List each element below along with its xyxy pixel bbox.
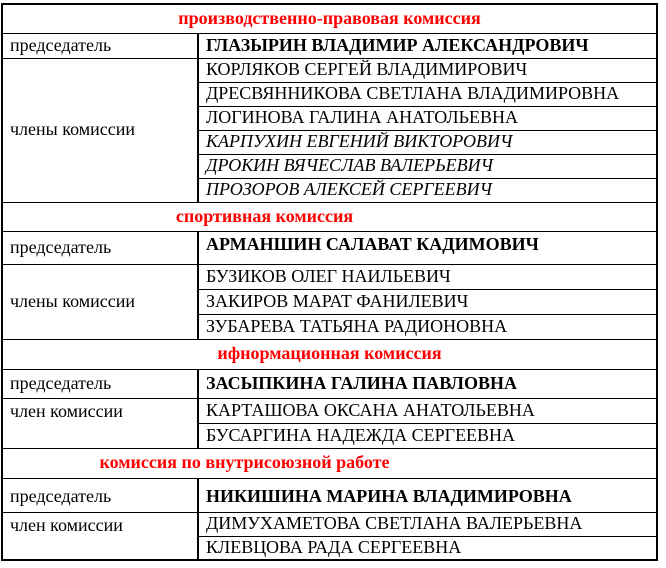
commissions-table: производственно-правовая комиссия председ… — [1, 3, 658, 561]
member-row: ЗАКИРОВ МАРАТ ФАНИЛЕВИЧ — [2, 288, 658, 315]
member-name: ПРОЗОРОВ АЛЕКСЕЙ СЕРГЕЕВИЧ — [197, 177, 658, 203]
chairman-name: ЗАСЫПКИНА ГАЛИНА ПАВЛОВНА — [197, 368, 658, 399]
member-row: ЗУБАРЕВА ТАТЬЯНА РАДИОНОВНА — [2, 313, 658, 340]
chairman-row: председатель НИКИШИНА МАРИНА ВЛАДИМИРОВНА — [1, 477, 658, 513]
members-label: члены комиссии — [1, 57, 199, 203]
section-title: ифнормационная комиссия — [1, 338, 658, 370]
members-label: член комиссии — [1, 511, 199, 561]
member-name: ДРЕСВЯННИКОВА СВЕТЛАНА ВЛАДИМИРОВНА — [197, 81, 658, 107]
section-header-row: спортивная комиссия — [1, 201, 658, 232]
member-name: ЗАКИРОВ МАРАТ ФАНИЛЕВИЧ — [197, 288, 658, 315]
member-name: КАРПУХИН ЕВГЕНИЙ ВИКТОРОВИЧ — [197, 129, 658, 155]
member-row: КЛЕВЦОВА РАДА СЕРГЕЕВНА — [2, 535, 658, 561]
member-name: КЛЕВЦОВА РАДА СЕРГЕЕВНА — [197, 535, 658, 561]
section-title: спортивная комиссия — [1, 201, 658, 232]
member-row: члены комиссии КОРЛЯКОВ СЕРГЕЙ ВЛАДИМИРОВ… — [1, 57, 658, 203]
member-row: ЛОГИНОВА ГАЛИНА АНАТОЛЬЕВНА — [2, 105, 658, 131]
member-name: ЗУБАРЕВА ТАТЬЯНА РАДИОНОВНА — [197, 313, 658, 340]
chairman-label: председатель — [1, 477, 199, 513]
member-row: член комиссии ДИМУХАМЕТОВА СВЕТЛАНА ВАЛЕР… — [1, 511, 658, 561]
members-label: члены комиссии — [1, 263, 199, 340]
member-name: ДИМУХАМЕТОВА СВЕТЛАНА ВАЛЕРЬЕВНА — [197, 511, 658, 537]
member-name: КОРЛЯКОВ СЕРГЕЙ ВЛАДИМИРОВИЧ — [197, 57, 658, 83]
chairman-label: председатель — [1, 368, 199, 399]
member-name: БУСАРГИНА НАДЕЖДА СЕРГЕЕВНА — [197, 422, 658, 449]
section-title: производственно-правовая комиссия — [1, 3, 658, 34]
chairman-row: председатель ЗАСЫПКИНА ГАЛИНА ПАВЛОВНА — [1, 368, 658, 399]
member-row: члены комиссии БУЗИКОВ ОЛЕГ НАИЛЬЕВИЧ — [1, 263, 658, 340]
chairman-row: председатель ГЛАЗЫРИН ВЛАДИМИР АЛЕКСАНДРО… — [1, 32, 658, 59]
member-name: ЛОГИНОВА ГАЛИНА АНАТОЛЬЕВНА — [197, 105, 658, 131]
chairman-name: НИКИШИНА МАРИНА ВЛАДИМИРОВНА — [197, 477, 658, 513]
member-name: КАРТАШОВА ОКСАНА АНАТОЛЬЕВНА — [197, 397, 658, 424]
member-row: ДРОКИН ВЯЧЕСЛАВ ВАЛЕРЬЕВИЧ — [2, 153, 658, 179]
section-title: комиссия по внутрисоюзной работе — [1, 447, 658, 479]
members-label: член комиссии — [1, 397, 199, 449]
member-row: член комиссии КАРТАШОВА ОКСАНА АНАТОЛЬЕВН… — [1, 397, 658, 449]
member-name: БУЗИКОВ ОЛЕГ НАИЛЬЕВИЧ — [197, 263, 658, 290]
chairman-label: председатель — [1, 32, 199, 59]
member-row: ДРЕСВЯННИКОВА СВЕТЛАНА ВЛАДИМИРОВНА — [2, 81, 658, 107]
chairman-name: ГЛАЗЫРИН ВЛАДИМИР АЛЕКСАНДРОВИЧ — [197, 32, 658, 59]
member-row: БУСАРГИНА НАДЕЖДА СЕРГЕЕВНА — [2, 422, 658, 449]
chairman-name: АРМАНШИН САЛАВАТ КАДИМОВИЧ — [197, 230, 658, 265]
chairman-label: председатель — [1, 230, 199, 265]
section-header-row: ифнормационная комиссия — [1, 338, 658, 370]
chairman-row: председатель АРМАНШИН САЛАВАТ КАДИМОВИЧ — [1, 230, 658, 265]
commissions-table-body: производственно-правовая комиссия председ… — [1, 3, 658, 561]
section-header-row: производственно-правовая комиссия — [1, 3, 658, 34]
section-header-row: комиссия по внутрисоюзной работе — [1, 447, 658, 479]
member-name: ДРОКИН ВЯЧЕСЛАВ ВАЛЕРЬЕВИЧ — [197, 153, 658, 179]
